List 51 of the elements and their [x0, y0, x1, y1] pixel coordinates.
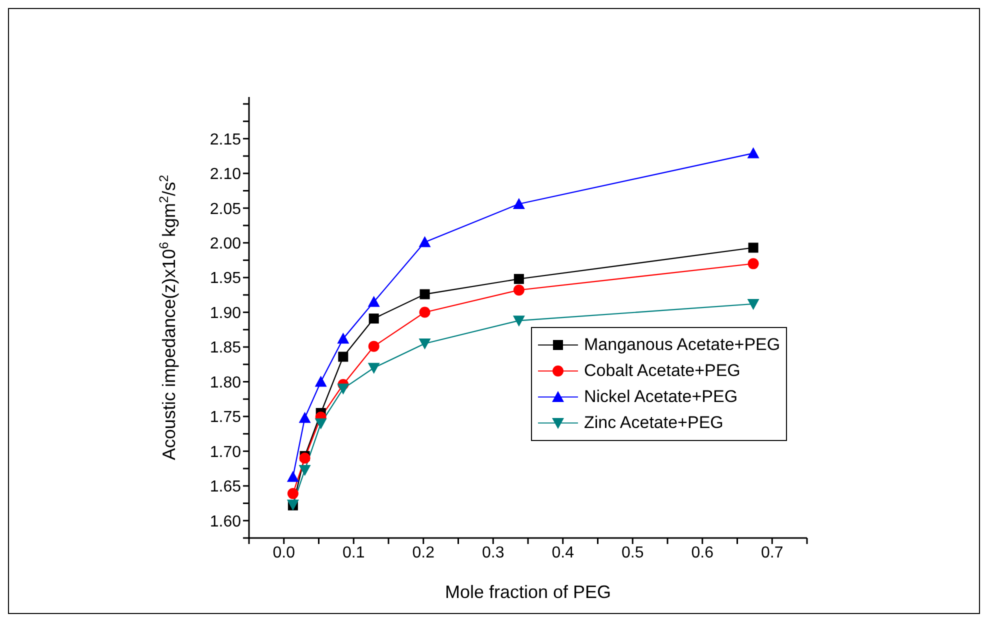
point: [747, 298, 760, 310]
y-tick-label: 1.70: [210, 444, 242, 461]
y-tick-label: 1.90: [210, 304, 242, 322]
point: [748, 242, 758, 253]
y-tick-label: 2.15: [210, 131, 242, 148]
point: [418, 236, 431, 248]
point: [513, 284, 524, 296]
point: [299, 452, 310, 464]
y-tick-label: 1.65: [210, 478, 242, 496]
point: [514, 274, 524, 284]
point: [368, 362, 380, 374]
point: [748, 258, 759, 270]
point: [338, 352, 348, 362]
point: [286, 470, 299, 482]
point: [512, 316, 525, 327]
point: [314, 376, 327, 387]
x-tick-label: 0.0: [272, 544, 296, 562]
y-tick-label: 1.95: [210, 270, 242, 288]
point: [419, 306, 430, 318]
point: [418, 338, 431, 350]
legend-label: Zinc Acetate+PEG: [584, 413, 724, 433]
legend-label: Nickel Acetate+PEG: [584, 387, 738, 407]
point: [368, 296, 380, 307]
y-tick-label: 2.00: [210, 236, 242, 253]
legend-label: Manganous Acetate+PEG: [584, 335, 780, 355]
point: [337, 384, 350, 395]
y-tick-label: 2.05: [210, 200, 242, 218]
x-tick-label: 0.1: [342, 544, 365, 562]
point: [298, 464, 311, 476]
point: [368, 340, 380, 352]
y-tick-label: 2.10: [210, 166, 242, 184]
point: [368, 314, 379, 324]
y-tick-label: 1.80: [210, 374, 242, 392]
x-tick-label: 0.7: [761, 544, 784, 562]
point: [512, 198, 525, 209]
legend-label: Cobalt Acetate+PEG: [584, 361, 740, 381]
point: [287, 488, 298, 500]
x-axis-title: Mole fraction of PEG: [444, 582, 612, 602]
x-tick-label: 0.5: [622, 544, 644, 562]
y-tick-label: 1.85: [210, 340, 242, 357]
point: [314, 418, 327, 430]
x-tick-label: 0.6: [691, 544, 714, 562]
point: [298, 412, 311, 423]
y-tick-label: 1.75: [210, 409, 242, 426]
point: [420, 289, 430, 300]
point: [337, 332, 350, 344]
x-tick-label: 0.4: [552, 544, 574, 562]
y-tick-label: 1.60: [210, 513, 242, 530]
x-tick-label: 0.2: [412, 544, 435, 562]
point: [747, 147, 760, 158]
x-tick-label: 0.3: [482, 544, 504, 562]
